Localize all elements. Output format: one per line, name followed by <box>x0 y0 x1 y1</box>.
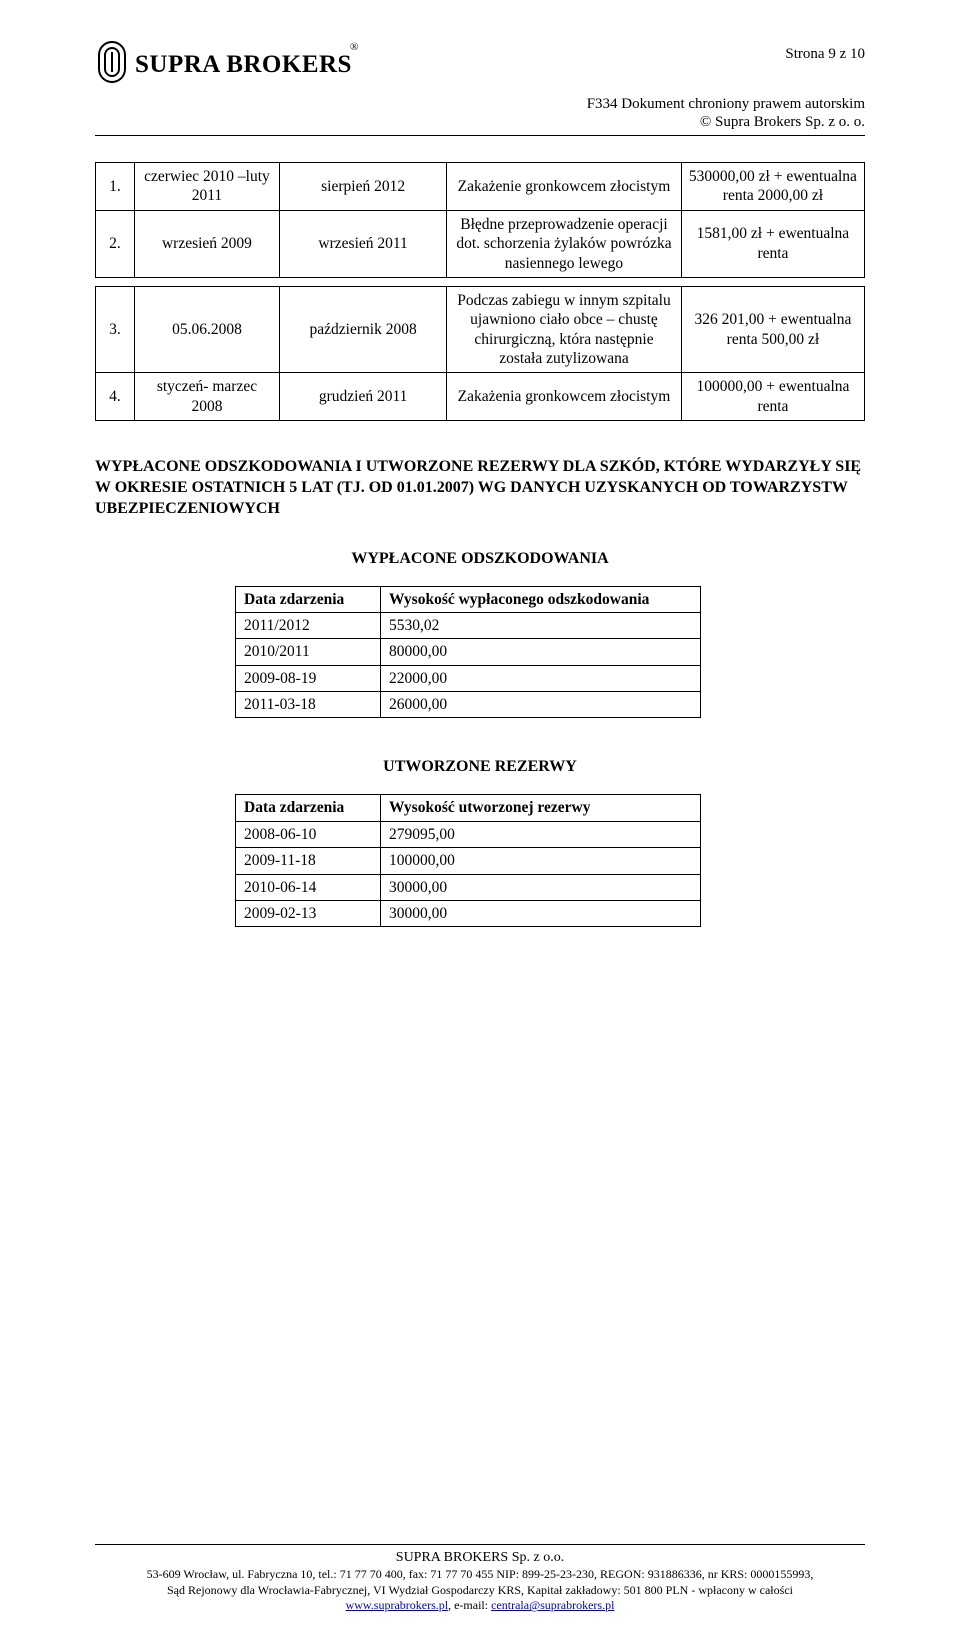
reserves-table: Data zdarzenia Wysokość utworzonej rezer… <box>235 794 701 927</box>
footer-links: www.suprabrokers.pl, e-mail: centrala@su… <box>95 1598 865 1614</box>
footer-address: 53-609 Wrocław, ul. Fabryczna 10, tel.: … <box>95 1567 865 1583</box>
table-row: 2010-06-1430000,00 <box>236 874 701 900</box>
header-date: Data zdarzenia <box>236 795 381 821</box>
footer-legal: Sąd Rejonowy dla Wrocławia-Fabrycznej, V… <box>95 1583 865 1599</box>
brand-block: SUPRA BROKERS® <box>95 40 360 89</box>
payouts-table: Data zdarzenia Wysokość wypłaconego odsz… <box>235 586 701 719</box>
table-row: 2009-11-18100000,00 <box>236 848 701 874</box>
sub-header: F334 Dokument chroniony prawem autorskim… <box>95 95 865 131</box>
table-row: 2010/201180000,00 <box>236 639 701 665</box>
cell-date: październik 2008 <box>280 286 447 373</box>
header-amount: Wysokość wypłaconego odszkodowania <box>381 586 701 612</box>
cell-date: sierpień 2012 <box>280 163 447 211</box>
cell-date: 2009-02-13 <box>236 900 381 926</box>
cell-date: 2009-11-18 <box>236 848 381 874</box>
doc-copyright-line: © Supra Brokers Sp. z o. o. <box>95 113 865 131</box>
table-row: 2008-06-10279095,00 <box>236 821 701 847</box>
table-header-row: Data zdarzenia Wysokość utworzonej rezer… <box>236 795 701 821</box>
cell-date: 2011-03-18 <box>236 692 381 718</box>
cell-period: czerwiec 2010 –luty 2011 <box>134 163 279 211</box>
cell-amount: 5530,02 <box>381 612 701 638</box>
cell-amount: 30000,00 <box>381 874 701 900</box>
footer-link-web[interactable]: www.suprabrokers.pl <box>346 1598 449 1612</box>
footer: SUPRA BROKERS Sp. z o.o. 53-609 Wrocław,… <box>95 1544 865 1614</box>
cell-date: 2010/2011 <box>236 639 381 665</box>
header-amount: Wysokość utworzonej rezerwy <box>381 795 701 821</box>
cell-amount: 100000,00 <box>381 848 701 874</box>
cell-amount: 30000,00 <box>381 900 701 926</box>
cell-date: grudzień 2011 <box>280 373 447 421</box>
table-row: 2009-08-1922000,00 <box>236 665 701 691</box>
row-number: 1. <box>96 163 135 211</box>
cell-amount: 1581,00 zł + ewentualna renta <box>681 210 864 277</box>
footer-sep: , e-mail: <box>448 1598 491 1612</box>
cell-date: 2008-06-10 <box>236 821 381 847</box>
page-number: Strona 9 z 10 <box>785 46 865 63</box>
cell-amount: 326 201,00 + ewentualna renta 500,00 zł <box>681 286 864 373</box>
cell-amount: 22000,00 <box>381 665 701 691</box>
document-page: SUPRA BROKERS® Strona 9 z 10 F334 Dokume… <box>0 0 960 1644</box>
cell-date: 2011/2012 <box>236 612 381 638</box>
incidents-table-1: 1. czerwiec 2010 –luty 2011 sierpień 201… <box>95 162 865 278</box>
payouts-title: WYPŁACONE ODSZKODOWANIA <box>95 550 865 568</box>
cell-amount: 26000,00 <box>381 692 701 718</box>
cell-desc: Zakażenia gronkowcem złocistym <box>447 373 682 421</box>
table-row: 4. styczeń- marzec 2008 grudzień 2011 Za… <box>96 373 865 421</box>
incidents-table-2: 3. 05.06.2008 październik 2008 Podczas z… <box>95 286 865 421</box>
row-number: 4. <box>96 373 135 421</box>
cell-desc: Podczas zabiegu w innym szpitalu ujawnio… <box>447 286 682 373</box>
cell-amount: 80000,00 <box>381 639 701 665</box>
reserves-title: UTWORZONE REZERWY <box>95 758 865 776</box>
table-header-row: Data zdarzenia Wysokość wypłaconego odsz… <box>236 586 701 612</box>
header-rule <box>95 135 865 136</box>
table-row: 2011-03-1826000,00 <box>236 692 701 718</box>
footer-link-email[interactable]: centrala@suprabrokers.pl <box>491 1598 614 1612</box>
cell-desc: Błędne przeprowadzenie operacji dot. sch… <box>447 210 682 277</box>
header-date: Data zdarzenia <box>236 586 381 612</box>
registered-mark: ® <box>350 41 358 53</box>
cell-amount: 530000,00 zł + ewentualna renta 2000,00 … <box>681 163 864 211</box>
cell-period: 05.06.2008 <box>134 286 279 373</box>
cell-period: styczeń- marzec 2008 <box>134 373 279 421</box>
section-title-main: WYPŁACONE ODSZKODOWANIA I UTWORZONE REZE… <box>95 457 865 519</box>
doc-protect-line: F334 Dokument chroniony prawem autorskim <box>95 95 865 113</box>
row-number: 3. <box>96 286 135 373</box>
row-number: 2. <box>96 210 135 277</box>
cell-amount: 100000,00 + ewentualna renta <box>681 373 864 421</box>
brand-name-text: SUPRA BROKERS <box>135 51 352 78</box>
cell-desc: Zakażenie gronkowcem złocistym <box>447 163 682 211</box>
cell-amount: 279095,00 <box>381 821 701 847</box>
cell-date: 2010-06-14 <box>236 874 381 900</box>
table-row: 2011/20125530,02 <box>236 612 701 638</box>
brand-logo-icon <box>95 40 129 89</box>
cell-date: 2009-08-19 <box>236 665 381 691</box>
cell-date: wrzesień 2011 <box>280 210 447 277</box>
table-row: 3. 05.06.2008 październik 2008 Podczas z… <box>96 286 865 373</box>
table-row: 1. czerwiec 2010 –luty 2011 sierpień 201… <box>96 163 865 211</box>
header-row: SUPRA BROKERS® Strona 9 z 10 <box>95 40 865 89</box>
footer-rule <box>95 1544 865 1545</box>
brand-name: SUPRA BROKERS® <box>135 51 360 79</box>
footer-company: SUPRA BROKERS Sp. z o.o. <box>95 1549 865 1567</box>
table-row: 2009-02-1330000,00 <box>236 900 701 926</box>
cell-period: wrzesień 2009 <box>134 210 279 277</box>
table-row: 2. wrzesień 2009 wrzesień 2011 Błędne pr… <box>96 210 865 277</box>
